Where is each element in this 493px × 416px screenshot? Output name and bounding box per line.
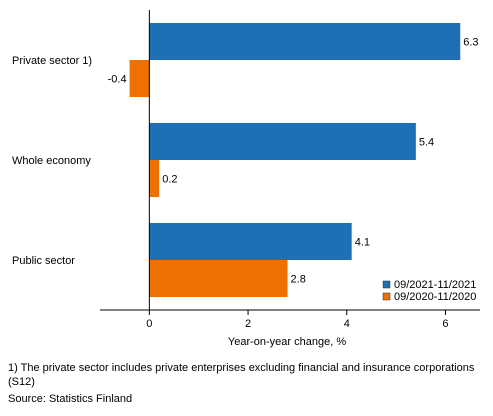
category-label-private-sector-1: Private sector 1): [12, 55, 92, 67]
x-tick-label: 6: [442, 318, 448, 330]
bar-whole-economy-series-1: [149, 123, 416, 160]
category-label-public-sector: Public sector: [12, 255, 75, 267]
value-label-public-sector-series-2: 2.8: [291, 274, 306, 286]
value-label-private-sector-1-series-1: 6.3: [463, 37, 478, 49]
legend-swatch-series-2: [382, 292, 391, 301]
bars: [129, 23, 461, 297]
source-note: Source: Statistics Finland: [8, 393, 133, 405]
x-tick-label: 2: [245, 318, 251, 330]
x-tick-label: 4: [344, 318, 350, 330]
category-label-whole-economy: Whole economy: [12, 155, 91, 167]
legend-swatch-series-1: [382, 280, 391, 289]
legend-label-series-1: 09/2021-11/2021: [394, 279, 476, 291]
legend-label-series-2: 09/2020-11/2020: [394, 291, 476, 303]
value-label-whole-economy-series-2: 0.2: [162, 174, 177, 186]
category-labels: Private sector 1) Whole economy Public sec…: [12, 55, 92, 267]
bar-private-sector-1-series-2: [129, 60, 150, 97]
x-ticks: 0 2 4 6: [146, 310, 449, 330]
value-labels: 6.3 -0.4 5.4 0.2 4.1 2.8: [108, 37, 479, 286]
footnote: 1) The private sector includes private e…: [8, 362, 475, 388]
bar-chart: Private sector 1) Whole economy Public sec…: [12, 10, 480, 348]
bar-whole-economy-series-2: [149, 160, 160, 197]
value-label-public-sector-series-1: 4.1: [355, 237, 370, 249]
x-axis: [100, 10, 480, 311]
bar-public-sector-series-2: [149, 260, 288, 297]
value-label-private-sector-1-series-2: -0.4: [108, 74, 127, 86]
value-label-whole-economy-series-1: 5.4: [419, 137, 434, 149]
x-tick-label: 0: [146, 318, 152, 330]
bar-public-sector-series-1: [149, 223, 352, 260]
x-axis-label: Year-on-year change, %: [228, 336, 346, 348]
bar-private-sector-1-series-1: [149, 23, 461, 60]
